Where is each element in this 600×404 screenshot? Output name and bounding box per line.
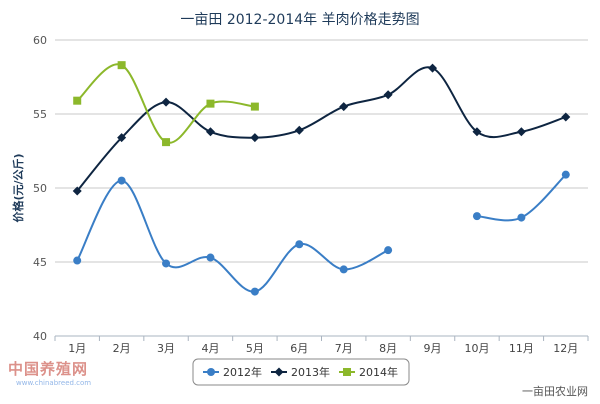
x-tick-label: 3月: [157, 342, 175, 355]
data-point: [206, 99, 215, 108]
data-point: [250, 133, 260, 143]
series-line: [76, 66, 567, 192]
x-tick-label: 6月: [290, 342, 308, 355]
data-point: [250, 102, 259, 111]
watermark-url: www.chinabreed.com: [16, 379, 92, 387]
legend-label: 2014年: [359, 365, 398, 379]
y-tick-label: 50: [33, 182, 47, 195]
x-tick-label: 12月: [553, 342, 578, 355]
data-point: [161, 97, 171, 107]
y-tick-label: 55: [33, 108, 47, 121]
y-tick-label: 60: [33, 34, 47, 47]
watermark-brand: 中国养殖网: [8, 360, 89, 378]
legend-swatch-marker: [274, 367, 284, 377]
chart-title: 一亩田 2012-2014年 羊肉价格走势图: [180, 11, 419, 28]
series-line: [76, 179, 389, 293]
data-point: [117, 61, 126, 70]
legend-swatch-marker: [207, 368, 215, 376]
data-point: [162, 259, 171, 268]
y-tick-label: 40: [33, 330, 47, 343]
data-point: [73, 256, 82, 265]
data-point: [384, 246, 393, 255]
x-tick-label: 11月: [509, 342, 534, 355]
data-point: [561, 170, 570, 179]
x-tick-label: 7月: [335, 342, 353, 355]
data-point: [117, 176, 126, 185]
data-point: [295, 240, 304, 249]
data-point: [73, 96, 82, 105]
data-point: [72, 186, 82, 196]
legend-swatch-marker: [343, 368, 351, 376]
data-point: [383, 90, 393, 100]
series-line: [476, 173, 567, 222]
legend-label: 2013年: [291, 365, 330, 379]
data-point: [339, 265, 348, 274]
source-credit: 一亩田农业网: [522, 385, 588, 398]
x-tick-label: 5月: [246, 342, 264, 355]
watermark-logo: 中国养殖网 www.chinabreed.com: [6, 358, 124, 394]
y-tick-label: 45: [33, 256, 47, 269]
data-point: [516, 127, 526, 137]
data-point: [428, 63, 438, 73]
data-point: [472, 127, 482, 137]
data-point: [162, 138, 171, 147]
data-point: [250, 287, 259, 296]
x-tick-label: 1月: [68, 342, 86, 355]
data-point: [117, 133, 127, 143]
data-point: [339, 102, 349, 112]
x-tick-label: 8月: [379, 342, 397, 355]
x-tick-label: 9月: [424, 342, 442, 355]
data-point: [294, 125, 304, 135]
data-point: [517, 213, 526, 222]
data-point: [561, 112, 571, 122]
legend-box: [192, 358, 410, 386]
x-tick-label: 2月: [113, 342, 131, 355]
legend-label: 2012年: [223, 365, 262, 379]
data-point: [206, 253, 215, 262]
y-axis-label: 价格(元/公斤): [11, 153, 25, 222]
data-point: [472, 212, 481, 221]
x-tick-label: 10月: [464, 342, 489, 355]
data-point: [205, 127, 215, 137]
x-tick-label: 4月: [201, 342, 219, 355]
